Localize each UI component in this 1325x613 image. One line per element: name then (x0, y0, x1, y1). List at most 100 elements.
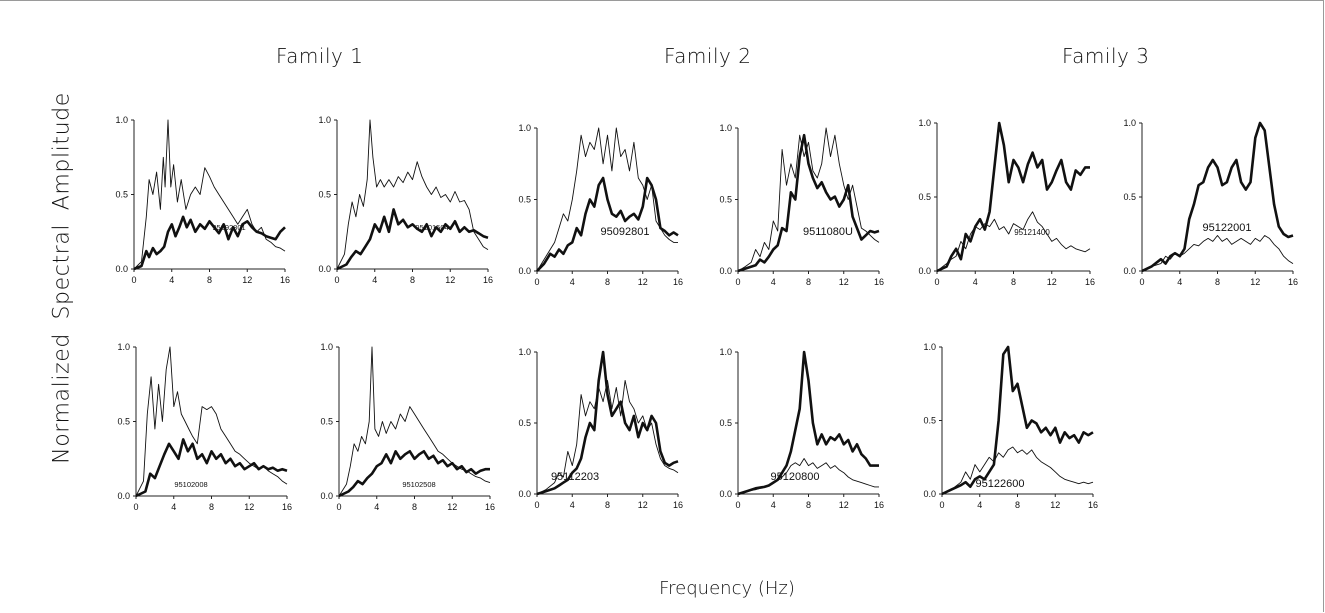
x-tick-label: 16 (485, 502, 495, 512)
family-1-title: Family 1 (276, 44, 364, 68)
thick-spectrum-line (737, 133, 880, 273)
x-tick-label: 16 (874, 277, 884, 287)
x-tick-label: 4 (171, 502, 176, 512)
thin-spectrum-line (737, 127, 880, 272)
thin-spectrum-line (336, 119, 489, 270)
x-tick-label: 16 (874, 500, 884, 510)
spectrum-panel-9511080U: 0 4 8 12 16 0.0 0.5 1.0 9511080U (719, 123, 884, 287)
x-tick-label: 0 (534, 277, 539, 287)
x-tick-label: 4 (771, 500, 776, 510)
x-tick-label: 0 (939, 500, 944, 510)
x-tick-label: 4 (372, 275, 377, 285)
axes (338, 347, 490, 497)
axes (737, 128, 879, 272)
spectrum-panel-95102008: 0 4 8 12 16 0.0 0.5 1.0 95102008 (117, 342, 292, 512)
y-tick-label: 0.5 (115, 190, 128, 200)
y-tick-label: 0.0 (719, 489, 732, 499)
x-tick-label: 12 (839, 277, 849, 287)
y-tick-label: 0.5 (518, 418, 531, 428)
panel-id-label: 95120800 (771, 471, 820, 483)
axes (936, 123, 1090, 272)
x-tick-label: 0 (334, 275, 339, 285)
y-tick-label: 0.5 (918, 192, 931, 202)
y-tick-label: 0.0 (719, 266, 732, 276)
thin-spectrum-line (536, 127, 678, 272)
x-tick-label: 12 (447, 502, 457, 512)
y-tick-label: 0.0 (115, 264, 128, 274)
thin-spectrum-line (941, 446, 1094, 495)
y-tick-label: 1.0 (923, 342, 936, 352)
y-tick-label: 1.0 (318, 115, 331, 125)
y-tick-label: 0.0 (518, 489, 531, 499)
family-2-title: Family 2 (664, 44, 752, 68)
thick-spectrum-line (133, 215, 286, 271)
family-3-title: Family 3 (1062, 44, 1150, 68)
x-tick-label: 16 (1088, 500, 1098, 510)
x-tick-label: 16 (280, 275, 290, 285)
x-tick-label: 0 (1139, 277, 1144, 287)
y-tick-label: 0.5 (518, 195, 531, 205)
x-tick-label: 8 (412, 502, 417, 512)
x-tick-label: 8 (806, 500, 811, 510)
x-tick-label: 0 (534, 500, 539, 510)
x-tick-label: 4 (374, 502, 379, 512)
x-tick-label: 16 (1288, 277, 1298, 287)
spectrum-panel-95101504: 0 4 8 12 16 0.0 0.5 1.0 95101504 (318, 115, 493, 285)
x-tick-label: 8 (209, 502, 214, 512)
y-tick-label: 1.0 (115, 115, 128, 125)
x-tick-label: 4 (570, 500, 575, 510)
x-tick-label: 12 (1050, 500, 1060, 510)
thick-spectrum-line (336, 208, 489, 271)
spectrum-panel-95121400: 0 4 8 12 16 0.0 0.5 1.0 95121400 (918, 118, 1095, 287)
thin-spectrum-line (133, 119, 286, 270)
y-tick-label: 1.0 (719, 123, 732, 133)
panel-id-label: 9511080U (803, 226, 853, 238)
x-tick-label: 4 (973, 277, 978, 287)
x-tick-label: 0 (934, 277, 939, 287)
spectrum-panel-95092801: 0 4 8 12 16 0.0 0.5 1.0 95092801 (518, 123, 683, 287)
y-tick-label: 0.5 (318, 190, 331, 200)
x-tick-label: 8 (207, 275, 212, 285)
y-tick-label: 1.0 (518, 123, 531, 133)
x-tick-label: 8 (605, 277, 610, 287)
x-tick-label: 8 (1015, 500, 1020, 510)
panel-id-label: 95102008 (174, 480, 207, 489)
y-tick-label: 0.5 (1123, 192, 1136, 202)
x-tick-label: 0 (133, 502, 138, 512)
panel-id-label: 95122600 (976, 478, 1025, 490)
axes (135, 347, 287, 497)
axes (941, 347, 1093, 495)
y-tick-label: 1.0 (918, 118, 931, 128)
thin-spectrum-line (135, 346, 288, 497)
panel-id-label: 95121400 (1014, 228, 1050, 237)
y-tick-label: 0.0 (518, 266, 531, 276)
x-tick-label: 12 (1250, 277, 1260, 287)
y-tick-label: 0.5 (117, 417, 130, 427)
x-tick-label: 4 (570, 277, 575, 287)
x-tick-label: 12 (242, 275, 252, 285)
thick-spectrum-line (936, 121, 1090, 273)
spectrum-panel-95122001: 0 4 8 12 16 0.0 0.5 1.0 95122001 (1123, 118, 1298, 287)
x-tick-label: 4 (1177, 277, 1182, 287)
spectrum-panel-95122600: 0 4 8 12 16 0.0 0.5 1.0 95122600 (923, 342, 1098, 510)
x-tick-label: 0 (735, 500, 740, 510)
y-tick-label: 0.0 (318, 264, 331, 274)
x-tick-label: 8 (1011, 277, 1016, 287)
x-tick-label: 16 (673, 277, 683, 287)
x-tick-label: 16 (282, 502, 292, 512)
x-tick-label: 12 (638, 500, 648, 510)
y-tick-label: 0.0 (1123, 266, 1136, 276)
x-tick-label: 8 (806, 277, 811, 287)
y-axis-title: Normalized Spectral Amplitude (49, 92, 75, 464)
x-tick-label: 4 (169, 275, 174, 285)
panel-id-label: 95102508 (402, 480, 435, 489)
spectrum-panel-95120800: 0 4 8 12 16 0.0 0.5 1.0 95120800 (719, 347, 884, 510)
panel-id-label: 95092801 (212, 223, 245, 232)
x-tick-label: 4 (771, 277, 776, 287)
x-tick-label: 0 (131, 275, 136, 285)
spectrum-panel-95102508: 0 4 8 12 16 0.0 0.5 1.0 95102508 (320, 342, 495, 512)
axes (133, 120, 285, 270)
y-tick-label: 0.0 (923, 489, 936, 499)
thin-spectrum-line (536, 379, 679, 495)
